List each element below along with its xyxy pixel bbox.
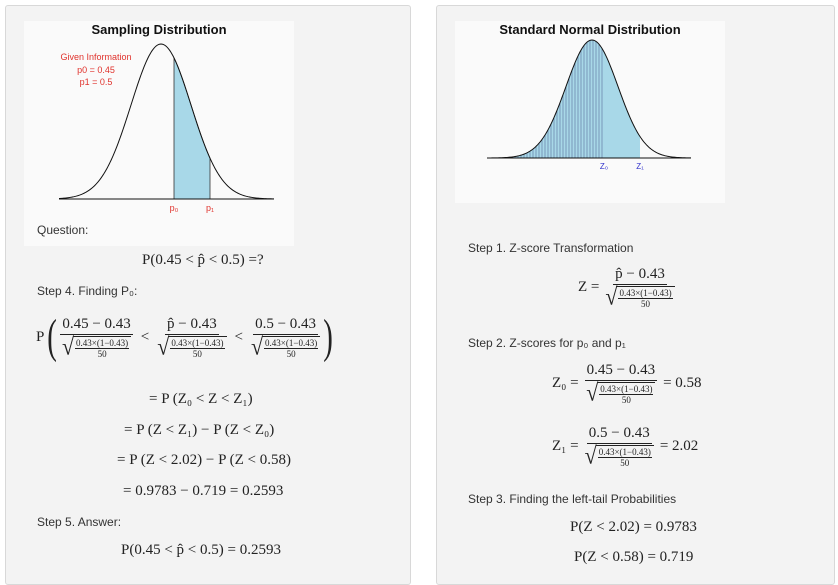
z1-formula: Z₁ = 0.5 − 0.43 √ 0.43×(1−0.43) 50 = 2.02 [552,425,698,468]
fraction-lower-numerator: 0.45 − 0.43 [60,316,133,335]
fraction-upper: 0.5 − 0.43 √ 0.43×(1−0.43) 50 [251,316,321,359]
z-fraction: p̂ − 0.43 √ 0.43×(1−0.43) 50 [605,266,675,309]
plot-title: Sampling Distribution [91,22,226,37]
right-panel: Standard Normal Distribution Z₀ Z₁ Step … [436,5,835,585]
z0-formula: Z₀ = 0.45 − 0.43 √ 0.43×(1−0.43) 50 = 0.58 [552,362,702,405]
left-paren: ( [47,310,58,363]
standard-normal-svg: Standard Normal Distribution Z₀ Z₁ [486,22,692,171]
z0-numerator: 0.45 − 0.43 [584,362,658,381]
sqrt-bot-1: 50 [97,348,107,359]
final-answer: P(0.45 < p̂ < 0.5) = 0.2593 [121,542,281,558]
z1-axis-label: Z₁ [636,162,644,171]
z-lhs: Z = [578,279,600,295]
z-formula: Z = p̂ − 0.43 √ 0.43×(1−0.43) 50 [578,266,675,309]
sqrt-bot-z: 50 [641,299,651,309]
z1-numerator: 0.5 − 0.43 [586,425,652,444]
step1-label: Step 1. Z-score Transformation [468,241,634,255]
equation-line-1: = P (Z₀ < Z < Z₁) [149,391,253,407]
z1-value: = 2.02 [659,438,699,454]
equation-line-4: = 0.9783 − 0.719 = 0.2593 [123,483,284,499]
z0-fraction: 0.45 − 0.43 √ 0.43×(1−0.43) 50 [584,362,658,407]
p0-given: p0 = 0.45 [77,65,115,75]
hatch-lines [511,40,603,158]
question-label: Question: [37,223,89,237]
normal-curve [58,43,275,200]
p0-axis-label: p₀ [170,203,179,213]
sqrt-top-3: 0.43×(1−0.43) [264,337,319,349]
step3-label: Step 3. Finding the left-tail Probabilit… [468,492,677,506]
z0-value: = 0.58 [663,375,702,391]
z1-lhs: Z₁ = [552,438,579,454]
sqrt-bot-2: 50 [192,348,202,359]
standard-normal-plot: Standard Normal Distribution Z₀ Z₁ [455,21,725,203]
fraction-upper-numerator: 0.5 − 0.43 [253,316,319,335]
step4-label: Step 4. Finding P₀: [37,284,138,298]
z1-fraction: 0.5 − 0.43 √ 0.43×(1−0.43) 50 [585,425,654,468]
step2-label: Step 2. Z-scores for p₀ and p₁ [468,336,626,350]
p1-axis-label: p₁ [206,203,214,213]
prob-symbol: P [36,328,45,345]
z0-lhs: Z₀ = [552,375,579,391]
lt-2: < [234,328,243,345]
sqrt-bot-3: 50 [286,348,296,359]
fraction-lower: 0.45 − 0.43 √ 0.43×(1−0.43) 50 [60,315,133,360]
step4-inequality: P ( 0.45 − 0.43 √ 0.43×(1−0.43) 50 < p̂ − … [36,313,336,361]
fraction-middle-numerator: p̂ − 0.43 [165,316,219,335]
shaded-region [173,57,211,200]
z0-axis-label: Z₀ [600,162,608,171]
p1-given: p1 = 0.5 [80,77,113,87]
prob-line-1: P(Z < 2.02) = 0.9783 [570,519,697,535]
z-numerator: p̂ − 0.43 [613,266,667,285]
step5-label: Step 5. Answer: [37,515,122,529]
equation-line-3: = P (Z < 2.02) − P (Z < 0.58) [117,452,291,468]
right-paren: ) [323,310,333,363]
plot-title-right: Standard Normal Distribution [499,22,680,37]
sqrt-top-2: 0.43×(1−0.43) [170,337,225,349]
sqrt-bot-z1: 50 [620,458,630,468]
equation-line-2: = P (Z < Z₁) − P (Z < Z₀) [124,422,275,438]
question-expression: P(0.45 < p̂ < 0.5) =? [142,252,264,268]
left-panel: Sampling Distribution Given Information … [5,5,411,585]
sqrt-top-z0: 0.43×(1−0.43) [599,384,654,395]
sqrt-top-z1: 0.43×(1−0.43) [597,447,652,458]
given-info-label: Given Information [60,52,131,62]
sqrt-bot-z0: 50 [621,395,631,405]
sqrt-top-z: 0.43×(1−0.43) [618,288,673,299]
fraction-middle: p̂ − 0.43 √ 0.43×(1−0.43) 50 [157,316,227,359]
normal-curve-right [486,39,692,159]
prob-line-2: P(Z < 0.58) = 0.719 [574,549,694,565]
sampling-distribution-plot: Sampling Distribution Given Information … [24,21,294,246]
lt-1: < [140,328,150,345]
sampling-distribution-svg: Sampling Distribution Given Information … [58,22,275,213]
sqrt-top-1: 0.43×(1−0.43) [75,337,130,349]
